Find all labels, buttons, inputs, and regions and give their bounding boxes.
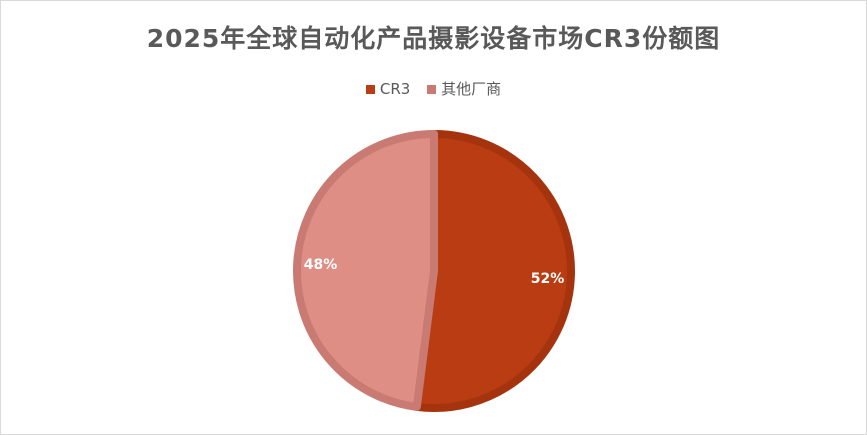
pie-slice-1 xyxy=(293,130,438,411)
legend-item-others: 其他厂商 xyxy=(427,78,501,99)
legend-label: CR3 xyxy=(379,80,411,98)
legend-item-cr3: CR3 xyxy=(365,80,411,98)
legend: CR3 其他厂商 xyxy=(1,78,866,99)
chart-title: 2025年全球自动化产品摄影设备市场CR3份额图 xyxy=(146,24,721,53)
data-label: 48% xyxy=(304,257,338,273)
legend-swatch xyxy=(365,85,375,94)
legend-label: 其他厂商 xyxy=(441,80,502,98)
pie-slice-0 xyxy=(412,130,575,412)
legend-swatch xyxy=(427,85,437,94)
data-label: 52% xyxy=(531,271,565,287)
